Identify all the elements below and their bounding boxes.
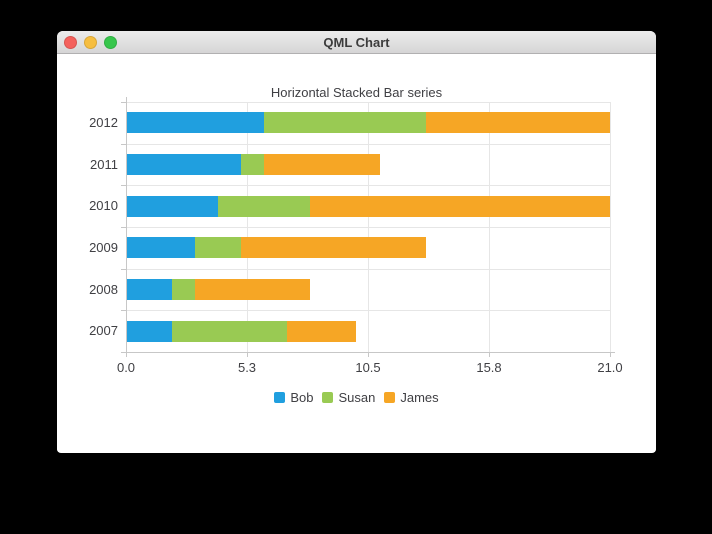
y-axis-tick [121,310,126,312]
chart-view: Horizontal Stacked Bar series 2012 2011 20… [57,54,656,452]
y-axis-labels: 2012 2011 2010 2009 2008 2007 [57,102,118,352]
y-axis-label: 2007 [89,323,118,339]
traffic-light-buttons [64,31,117,54]
bar-segment-susan[interactable] [218,195,311,217]
legend-item-james: James [384,390,439,405]
y-axis-tick [121,143,126,145]
x-axis-tick [489,352,490,357]
chart-title: Horizontal Stacked Bar series [270,85,443,100]
x-axis-tick [247,352,248,357]
plot-area [121,97,615,357]
zoom-button[interactable] [104,36,117,49]
legend-label: Susan [338,390,376,405]
bar-segment-susan[interactable] [241,154,265,175]
x-axis-label: 5.3 [237,360,257,375]
bar-segment-james[interactable] [310,195,610,217]
chart-legend: Bob Susan James [57,390,656,405]
gridline-vertical [610,102,611,352]
gridline-vertical [368,102,369,352]
legend-label: James [400,390,439,405]
y-axis-label: 2011 [90,156,118,172]
gridline-vertical [247,102,248,352]
minimize-button[interactable] [84,36,97,49]
x-axis-label: 15.8 [476,360,502,375]
x-axis-tick [126,352,127,357]
x-axis-label: 10.5 [355,360,381,375]
x-axis-labels: 0.0 5.3 10.5 15.8 21.0 [57,360,656,376]
y-axis-tick [121,185,126,187]
bar-segment-james[interactable] [241,237,426,259]
bar-segment-susan[interactable] [264,112,426,134]
bar-segment-susan[interactable] [195,237,242,259]
x-axis-tick [368,352,369,357]
x-axis-label: 21.0 [597,360,623,375]
window-title: QML Chart [323,35,390,50]
y-axis-label: 2009 [89,240,118,255]
y-axis-line [126,97,127,357]
y-axis-label: 2012 [89,115,118,130]
legend-label: Bob [290,390,314,405]
legend-item-bob: Bob [274,390,313,405]
bar-segment-susan[interactable] [172,279,196,300]
bar-segment-bob[interactable] [126,237,196,259]
x-axis-label: 0.0 [116,360,136,375]
qml-chart-window: QML Chart Horizontal Stacked Bar series … [57,31,656,453]
y-axis-label: 2008 [89,281,118,297]
bar-segment-bob[interactable] [126,320,173,342]
bar-segment-susan[interactable] [172,320,288,342]
bar-segment-bob[interactable] [126,154,242,175]
close-button[interactable] [64,36,77,49]
gridline-vertical [489,102,490,352]
legend-marker-susan [322,392,334,403]
bar-segment-bob[interactable] [126,195,219,217]
x-axis-tick [610,352,611,357]
bar-segment-james[interactable] [195,279,311,300]
bar-segment-bob[interactable] [126,112,265,134]
legend-marker-bob [274,392,286,403]
y-axis-tick [121,268,126,270]
window-titlebar[interactable]: QML Chart [57,31,656,54]
y-axis-label: 2010 [89,198,118,214]
bar-segment-bob[interactable] [126,279,173,300]
bar-segment-james[interactable] [425,112,610,134]
y-axis-tick [121,352,126,353]
legend-item-susan: Susan [322,390,375,405]
bar-segment-james[interactable] [287,320,357,342]
y-axis-tick [121,227,126,228]
legend-marker-james [384,392,396,403]
y-axis-tick [121,102,126,103]
bar-segment-james[interactable] [264,154,380,175]
